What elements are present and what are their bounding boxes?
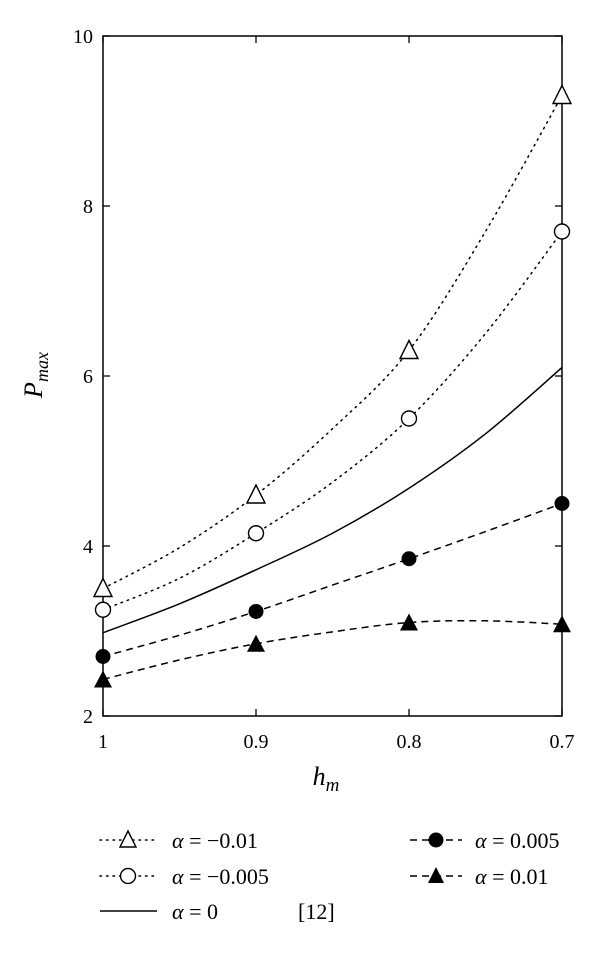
data-point-am0005 xyxy=(247,525,265,542)
data-point-am0005 xyxy=(400,410,418,427)
series-line-ap0005 xyxy=(102,502,563,658)
x-tick-label: 0.8 xyxy=(397,731,422,753)
legend-ref: [12] xyxy=(298,899,335,924)
legend: α = −0.01 α = −0.005 α = 0 [12] α = 0.00… xyxy=(99,828,559,924)
legend-marker-open-circle xyxy=(119,867,137,885)
legend-alpha: α xyxy=(475,864,487,889)
data-point-ap0005 xyxy=(401,551,417,567)
legend-item-am0005: α = −0.005 xyxy=(99,864,269,889)
data-point-ap001 xyxy=(400,613,418,631)
plot-area xyxy=(102,35,563,717)
legend-marker-open-triangle xyxy=(118,829,138,848)
y-tick-label: 8 xyxy=(83,196,93,218)
data-point-am001 xyxy=(245,483,267,504)
legend-alpha: α xyxy=(172,864,184,889)
data-point-ap0005 xyxy=(95,649,111,664)
data-point-am001 xyxy=(551,83,573,105)
svg-text:α = −0.01: α = −0.01 xyxy=(172,828,258,853)
data-point-ap001 xyxy=(553,615,571,633)
svg-text:α = −0.005: α = −0.005 xyxy=(172,864,269,889)
y-axis-title: Pmax xyxy=(19,352,52,399)
data-point-am001 xyxy=(398,338,420,360)
legend-label: = 0 xyxy=(184,899,218,924)
legend-label: = 0.01 xyxy=(487,864,549,889)
legend-label: = −0.005 xyxy=(184,864,269,889)
legend-item-ap001: α = 0.01 xyxy=(410,864,548,889)
y-tick-label: 4 xyxy=(83,536,93,558)
y-tick-label: 10 xyxy=(73,26,93,48)
series-curves xyxy=(102,94,563,681)
data-point-am0005 xyxy=(553,223,571,240)
legend-alpha: α xyxy=(172,828,184,853)
legend-marker-filled-triangle xyxy=(428,867,444,883)
data-point-ap0005 xyxy=(248,603,264,619)
series-line-a0 xyxy=(102,366,563,634)
svg-text:α = 0: α = 0 xyxy=(172,899,218,924)
x-tick-label: 0.7 xyxy=(550,731,575,753)
series-markers xyxy=(92,83,573,688)
legend-alpha: α xyxy=(172,899,184,924)
data-point-am0005 xyxy=(94,601,112,618)
y-tick-label: 6 xyxy=(83,366,93,388)
legend-item-a0: α = 0 [12] xyxy=(100,899,335,924)
legend-item-ap0005: α = 0.005 xyxy=(410,828,559,853)
legend-marker-filled-circle xyxy=(428,832,444,848)
series-line-ap001 xyxy=(102,619,563,681)
y-tick-label: 2 xyxy=(83,706,93,728)
data-point-ap001 xyxy=(94,670,112,688)
series-line-am001 xyxy=(102,94,563,590)
legend-item-am001: α = −0.01 xyxy=(99,828,258,853)
legend-alpha: α xyxy=(475,828,487,853)
data-point-am001 xyxy=(92,576,114,598)
data-point-ap0005 xyxy=(554,496,570,511)
data-point-ap001 xyxy=(247,634,265,652)
legend-label: = −0.01 xyxy=(184,828,258,853)
axis-ticks: 2 4 6 8 10 1 0.9 0.8 0.7 xyxy=(73,26,575,753)
legend-label: = 0.005 xyxy=(487,828,560,853)
x-tick-label: 1 xyxy=(98,731,108,753)
x-tick-label: 0.9 xyxy=(244,731,269,753)
x-axis-title: hm xyxy=(313,762,340,796)
plot-frame xyxy=(102,35,563,717)
series-line-am0005 xyxy=(102,230,563,611)
svg-text:α = 0.005: α = 0.005 xyxy=(475,828,559,853)
svg-text:α = 0.01: α = 0.01 xyxy=(475,864,548,889)
